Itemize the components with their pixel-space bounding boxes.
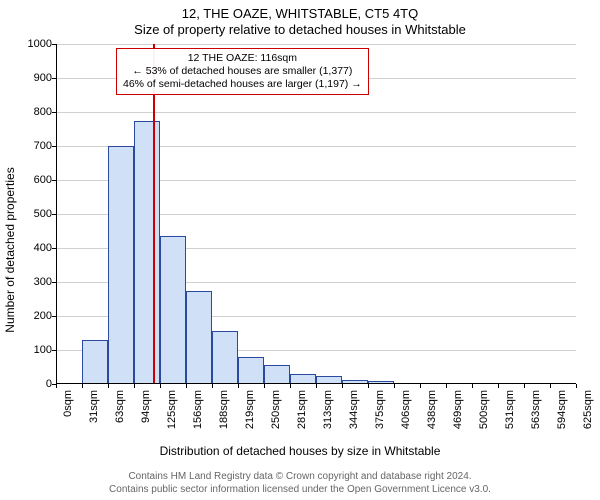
x-tick xyxy=(290,384,291,388)
x-tick xyxy=(524,384,525,388)
credits-line2: Contains public sector information licen… xyxy=(0,484,600,497)
histogram-chart: 01002003004005006007008009001000 0sqm31s… xyxy=(56,44,576,384)
y-axis-line xyxy=(56,44,57,384)
y-axis-label: Number of detached properties xyxy=(3,85,17,250)
y-tick-label: 0 xyxy=(46,378,56,390)
y-tick-label: 300 xyxy=(34,276,56,288)
x-tick xyxy=(472,384,473,388)
y-tick-label: 500 xyxy=(34,208,56,220)
x-tick xyxy=(82,384,83,388)
x-tick xyxy=(238,384,239,388)
annotation-line1: 12 THE OAZE: 116sqm xyxy=(123,52,362,65)
x-tick xyxy=(186,384,187,388)
x-tick xyxy=(576,384,577,388)
x-tick-label: 156sqm xyxy=(190,390,204,429)
x-tick xyxy=(160,384,161,388)
y-tick-label: 600 xyxy=(34,174,56,186)
histogram-bar xyxy=(212,331,238,384)
credits-line1: Contains HM Land Registry data © Crown c… xyxy=(0,471,600,484)
x-tick xyxy=(498,384,499,388)
y-tick-label: 1000 xyxy=(28,38,56,50)
y-tick-label: 900 xyxy=(34,72,56,84)
x-tick-label: 625sqm xyxy=(580,390,594,429)
annotation-line2: ← 53% of detached houses are smaller (1,… xyxy=(123,65,362,78)
annotation-line3: 46% of semi-detached houses are larger (… xyxy=(123,78,362,91)
page-title-line2: Size of property relative to detached ho… xyxy=(0,22,600,37)
x-tick-label: 219sqm xyxy=(242,390,256,429)
page-title-line1: 12, THE OAZE, WHITSTABLE, CT5 4TQ xyxy=(0,6,600,21)
x-tick xyxy=(342,384,343,388)
y-tick-label: 800 xyxy=(34,106,56,118)
annotation-box: 12 THE OAZE: 116sqm ← 53% of detached ho… xyxy=(116,48,369,95)
x-tick-label: 438sqm xyxy=(424,390,438,429)
y-tick-label: 100 xyxy=(34,344,56,356)
x-tick-label: 188sqm xyxy=(216,390,230,429)
x-tick-label: 94sqm xyxy=(138,390,152,423)
y-tick-label: 700 xyxy=(34,140,56,152)
x-tick-label: 563sqm xyxy=(528,390,542,429)
histogram-bar xyxy=(238,357,264,384)
x-tick xyxy=(108,384,109,388)
x-tick-label: 594sqm xyxy=(554,390,568,429)
x-tick-label: 313sqm xyxy=(320,390,334,429)
x-tick-label: 250sqm xyxy=(268,390,282,429)
histogram-bar xyxy=(264,365,290,384)
x-tick xyxy=(212,384,213,388)
x-tick xyxy=(550,384,551,388)
x-tick-label: 344sqm xyxy=(346,390,360,429)
histogram-bar xyxy=(108,146,134,384)
y-tick-label: 400 xyxy=(34,242,56,254)
x-tick xyxy=(316,384,317,388)
x-tick xyxy=(368,384,369,388)
x-tick-label: 375sqm xyxy=(372,390,386,429)
histogram-bar xyxy=(160,236,186,384)
histogram-bar xyxy=(82,340,108,384)
credits: Contains HM Land Registry data © Crown c… xyxy=(0,471,600,496)
x-tick xyxy=(264,384,265,388)
x-tick-label: 125sqm xyxy=(164,390,178,429)
x-tick-label: 281sqm xyxy=(294,390,308,429)
y-tick-label: 200 xyxy=(34,310,56,322)
x-axis-label: Distribution of detached houses by size … xyxy=(0,444,600,458)
x-tick-label: 0sqm xyxy=(60,390,74,417)
x-tick-label: 31sqm xyxy=(86,390,100,423)
x-tick xyxy=(56,384,57,388)
x-tick-label: 406sqm xyxy=(398,390,412,429)
x-tick-label: 63sqm xyxy=(112,390,126,423)
histogram-bar xyxy=(186,291,212,385)
x-tick-label: 469sqm xyxy=(450,390,464,429)
histogram-bar xyxy=(134,121,160,385)
x-tick xyxy=(420,384,421,388)
x-tick-label: 531sqm xyxy=(502,390,516,429)
x-tick-label: 500sqm xyxy=(476,390,490,429)
x-tick xyxy=(446,384,447,388)
x-tick xyxy=(134,384,135,388)
x-tick xyxy=(394,384,395,388)
